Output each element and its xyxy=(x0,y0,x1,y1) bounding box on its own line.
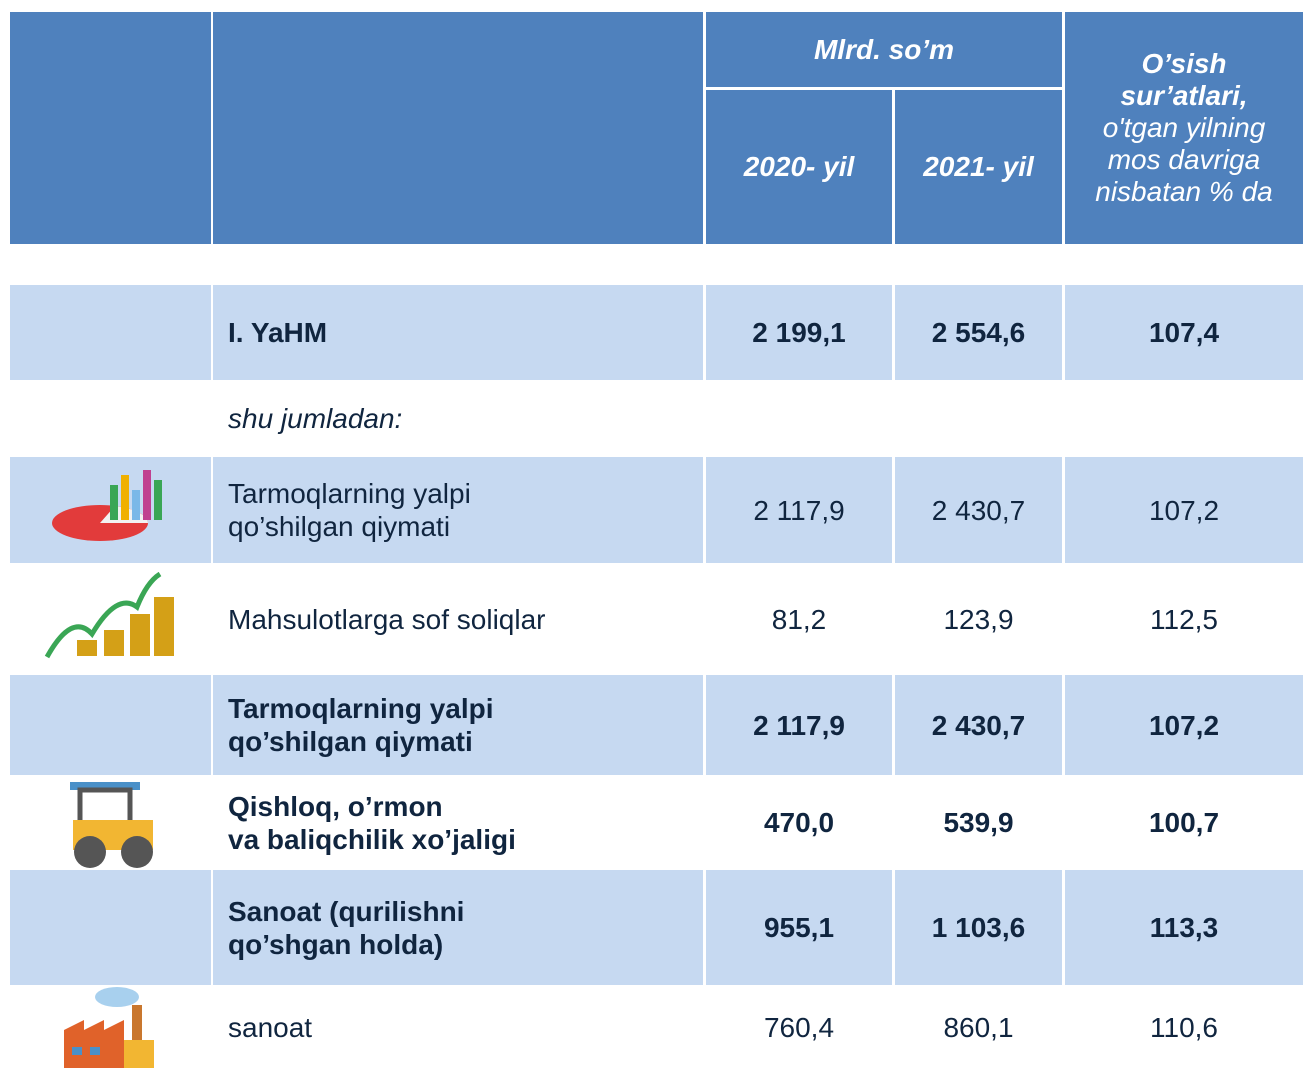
value: 123,9 xyxy=(943,603,1013,636)
value: 1 103,6 xyxy=(932,911,1025,944)
value-cell: 113,3 xyxy=(1065,870,1303,985)
value: 539,9 xyxy=(943,806,1013,839)
label-line: Sanoat (qurilishni xyxy=(228,895,703,928)
label-line: Tarmoqlarning yalpi xyxy=(228,477,703,510)
value: 760,4 xyxy=(764,1011,834,1044)
value: 2 430,7 xyxy=(932,494,1025,527)
row-icon-cell xyxy=(10,870,211,985)
value: 110,6 xyxy=(1150,1011,1218,1044)
row-label: shu jumladan: xyxy=(213,382,703,455)
value-cell: 2 117,9 xyxy=(706,675,892,775)
unit-label: Mlrd. so’m xyxy=(814,34,954,66)
value-cell: 470,0 xyxy=(706,777,892,868)
value-cell: 1 103,6 xyxy=(895,870,1062,985)
row-label: Mahsulotlarga sof soliqlar xyxy=(213,565,703,673)
value-cell xyxy=(895,382,1062,455)
chart-icon xyxy=(45,465,175,555)
value: 2 199,1 xyxy=(752,316,845,349)
header-unit: Mlrd. so’m xyxy=(706,12,1062,87)
label-line: sanoat xyxy=(228,1011,703,1044)
header-cell xyxy=(213,12,703,244)
value-cell: 123,9 xyxy=(895,565,1062,673)
growth-note: nisbatan % da xyxy=(1095,176,1272,208)
label-line: qo’shilgan qiymati xyxy=(228,725,703,758)
year-label: 2021- yil xyxy=(923,151,1034,183)
value: 955,1 xyxy=(764,911,834,944)
row-icon-cell xyxy=(10,382,211,455)
row-icon-cell xyxy=(10,675,211,775)
value-cell: 955,1 xyxy=(706,870,892,985)
label-line: shu jumladan: xyxy=(228,402,703,435)
tractor-icon xyxy=(65,780,160,870)
value-cell: 107,2 xyxy=(1065,457,1303,563)
value-cell: 860,1 xyxy=(895,987,1062,1068)
header-year: 2020- yil xyxy=(706,90,892,244)
growth-title: O’sish xyxy=(1141,48,1226,80)
value-cell: 110,6 xyxy=(1065,987,1303,1068)
value-cell: 2 554,6 xyxy=(895,285,1062,380)
label-line: va baliqchilik xo’jaligi xyxy=(228,823,703,856)
value: 100,7 xyxy=(1149,806,1219,839)
label-line: qo’shgan holda) xyxy=(228,928,703,961)
value-cell: 81,2 xyxy=(706,565,892,673)
value-cell: 2 199,1 xyxy=(706,285,892,380)
value: 107,2 xyxy=(1149,494,1219,527)
value-cell xyxy=(706,382,892,455)
growth-title: sur’atlari, xyxy=(1120,80,1247,112)
value-cell: 539,9 xyxy=(895,777,1062,868)
header-cell xyxy=(10,12,211,244)
page: Mlrd. so’m 2020- yil 2021- yil O’sishsur’at… xyxy=(0,0,1303,1068)
value-cell: 760,4 xyxy=(706,987,892,1068)
value: 2 117,9 xyxy=(753,494,844,527)
value-cell: 107,2 xyxy=(1065,675,1303,775)
factory-icon xyxy=(62,985,162,1068)
value-cell: 100,7 xyxy=(1065,777,1303,868)
value: 107,2 xyxy=(1149,709,1219,742)
value: 107,4 xyxy=(1149,316,1219,349)
value-cell xyxy=(1065,382,1303,455)
value-cell: 2 430,7 xyxy=(895,457,1062,563)
value: 81,2 xyxy=(772,603,827,636)
label-line: Tarmoqlarning yalpi xyxy=(228,692,703,725)
value: 113,3 xyxy=(1150,911,1219,944)
row-label: sanoat xyxy=(213,987,703,1068)
row-icon-cell xyxy=(10,285,211,380)
label-line: qo’shilgan qiymati xyxy=(228,510,703,543)
growth-note: o'tgan yilning xyxy=(1103,112,1266,144)
value: 2 430,7 xyxy=(932,709,1025,742)
value: 470,0 xyxy=(764,806,834,839)
year-label: 2020- yil xyxy=(744,151,855,183)
header-year: 2021- yil xyxy=(895,90,1062,244)
label-line: Mahsulotlarga sof soliqlar xyxy=(228,603,703,636)
value: 860,1 xyxy=(943,1011,1013,1044)
value-cell: 2 430,7 xyxy=(895,675,1062,775)
value: 2 554,6 xyxy=(932,316,1025,349)
label-line: Qishloq, o’rmon xyxy=(228,790,703,823)
value-cell: 112,5 xyxy=(1065,565,1303,673)
value-cell: 2 117,9 xyxy=(706,457,892,563)
coins-icon xyxy=(42,572,177,664)
value: 112,5 xyxy=(1150,603,1218,636)
value-cell: 107,4 xyxy=(1065,285,1303,380)
row-label: I. YaHM xyxy=(213,285,703,380)
growth-note: mos davriga xyxy=(1108,144,1261,176)
value: 2 117,9 xyxy=(753,709,845,742)
label-line: I. YaHM xyxy=(228,316,703,349)
